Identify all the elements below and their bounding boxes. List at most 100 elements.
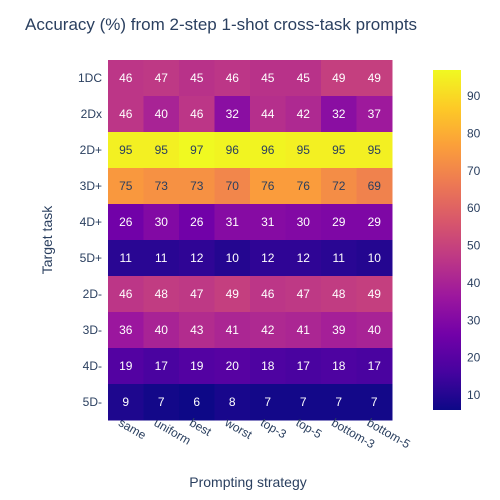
heatmap-cell <box>108 348 144 385</box>
colorbar-tick-labels: 10 20 30 40 50 60 70 80 90 <box>467 89 481 402</box>
colorbar-tick-label: 50 <box>467 239 481 253</box>
heatmap-cell <box>356 168 393 205</box>
cell-value-label: 46 <box>261 287 275 301</box>
colorbar-tick-label: 10 <box>467 388 481 402</box>
y-tick-label: 2Dx <box>81 107 102 121</box>
cell-value-label: 95 <box>155 143 169 157</box>
heatmap-cell <box>108 384 144 421</box>
cell-value-label: 10 <box>226 251 240 265</box>
cell-value-label: 32 <box>226 107 240 121</box>
y-tick-label: 2D- <box>83 287 102 301</box>
cell-value-label: 17 <box>297 359 311 373</box>
cell-value-label: 76 <box>261 179 275 193</box>
cell-value-label: 20 <box>226 359 240 373</box>
heatmap-cell <box>285 132 322 169</box>
cell-value-label: 49 <box>368 71 382 85</box>
x-axis-label: Prompting strategy <box>189 474 307 490</box>
cell-value-label: 8 <box>229 395 236 409</box>
cell-value-label: 70 <box>226 179 240 193</box>
chart-title: Accuracy (%) from 2-step 1-shot cross-ta… <box>25 15 417 34</box>
cell-value-label: 46 <box>190 107 204 121</box>
cell-value-label: 49 <box>332 71 346 85</box>
heatmap-cell <box>356 60 393 97</box>
cell-value-label: 95 <box>119 143 133 157</box>
cell-value-label: 26 <box>119 215 133 229</box>
cell-value-label: 97 <box>190 143 204 157</box>
heatmap-cell <box>214 204 251 241</box>
heatmap-cell <box>356 204 393 241</box>
heatmap-cell <box>179 384 215 421</box>
heatmap-cell <box>356 384 393 421</box>
cell-value-label: 40 <box>155 107 169 121</box>
colorbar-tick-label: 80 <box>467 127 481 141</box>
heatmap-cell <box>179 348 215 385</box>
cell-value-label: 75 <box>119 179 133 193</box>
heatmap-cell <box>321 204 357 241</box>
cell-value-label: 47 <box>190 287 204 301</box>
cell-value-label: 73 <box>155 179 169 193</box>
cell-value-label: 7 <box>158 395 165 409</box>
heatmap-cell <box>356 348 393 385</box>
heatmap-cell <box>143 132 180 169</box>
heatmap-cell <box>179 132 215 169</box>
cell-value-label: 69 <box>368 179 382 193</box>
cell-value-label: 45 <box>297 71 311 85</box>
cell-value-label: 11 <box>155 251 168 265</box>
heatmap-cell <box>179 168 215 205</box>
heatmap-cell <box>179 240 215 277</box>
y-tick-label: 3D- <box>83 323 102 337</box>
cell-value-label: 95 <box>332 143 346 157</box>
heatmap-cell <box>108 204 144 241</box>
heatmap-cell <box>321 384 357 421</box>
cell-value-label: 40 <box>155 323 169 337</box>
cell-value-label: 31 <box>261 215 275 229</box>
heatmap-cell <box>321 312 357 349</box>
cell-value-label: 95 <box>297 143 311 157</box>
heatmap-cell <box>179 204 215 241</box>
heatmap-cell <box>356 276 393 313</box>
heatmap-cell <box>356 312 393 349</box>
y-tick-label: 2D+ <box>80 143 102 157</box>
heatmap-cell <box>321 96 357 133</box>
heatmap-cell <box>321 60 357 97</box>
cell-value-label: 11 <box>333 251 346 265</box>
heatmap-cell <box>285 348 322 385</box>
cell-value-label: 30 <box>297 215 311 229</box>
cell-value-label: 48 <box>332 287 346 301</box>
heatmap-cell <box>143 384 180 421</box>
colorbar-tick-label: 90 <box>467 89 481 103</box>
cell-value-label: 17 <box>368 359 382 373</box>
heatmap-cell <box>108 240 144 277</box>
cell-value-label: 49 <box>368 287 382 301</box>
heatmap-cell <box>179 312 215 349</box>
cell-value-label: 30 <box>155 215 169 229</box>
cell-value-label: 46 <box>226 71 240 85</box>
heatmap-cell <box>143 60 180 97</box>
heatmap-cell <box>250 312 286 349</box>
cell-value-label: 31 <box>226 215 240 229</box>
heatmap-cell <box>214 312 251 349</box>
heatmap-cell <box>250 384 286 421</box>
cell-value-label: 11 <box>120 251 133 265</box>
heatmap-cell <box>179 276 215 313</box>
cell-value-label: 47 <box>155 71 169 85</box>
heatmap-cell <box>285 96 322 133</box>
cell-value-label: 29 <box>332 215 346 229</box>
cell-value-label: 42 <box>297 107 311 121</box>
heatmap-cell <box>214 276 251 313</box>
cell-value-label: 47 <box>297 287 311 301</box>
cell-value-label: 45 <box>190 71 204 85</box>
colorbar-tick-label: 20 <box>467 351 481 365</box>
heatmap-cell <box>108 132 144 169</box>
cell-value-label: 96 <box>261 143 275 157</box>
heatmap-cell <box>285 384 322 421</box>
cell-value-label: 39 <box>332 323 346 337</box>
cell-value-label: 43 <box>190 323 204 337</box>
cell-value-label: 19 <box>119 359 133 373</box>
heatmap-cell <box>143 348 180 385</box>
heatmap-cell <box>108 60 144 97</box>
colorbar-tick-label: 60 <box>467 201 481 215</box>
heatmap-cell <box>285 276 322 313</box>
